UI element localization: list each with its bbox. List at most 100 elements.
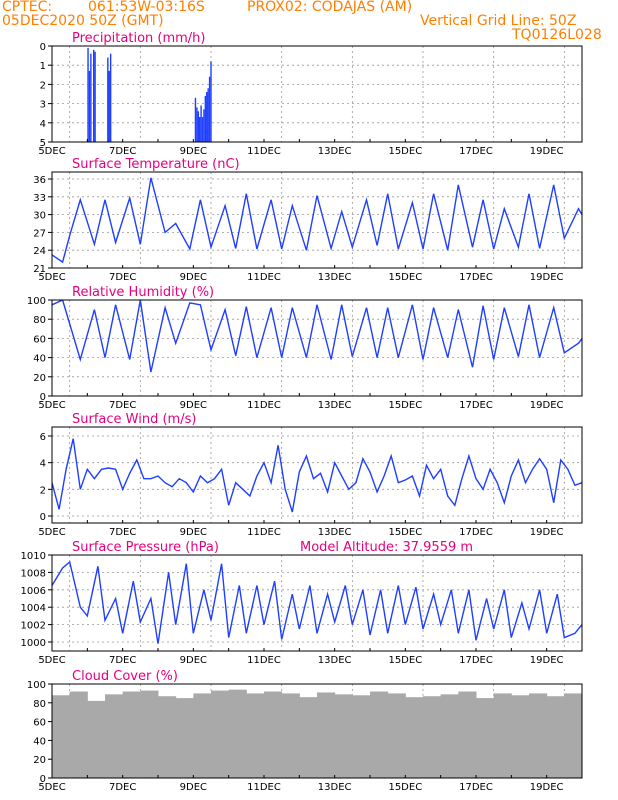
x-tick-label: 7DEC (109, 272, 136, 283)
panel-frame (51, 554, 583, 652)
y-tick-label: 36 (33, 175, 46, 186)
cloud-bar (317, 692, 336, 778)
series-line-rh (52, 300, 582, 373)
header-grid-note: Vertical Grid Line: 50Z (420, 13, 577, 29)
x-tick-label: 9DEC (180, 400, 207, 411)
y-tick-label: 20 (33, 755, 46, 766)
panel-temp: 21 24 27 30 33 36 5DEC 7DEC 9DEC 11DEC 13DEC 15DEC 1… (33, 157, 583, 283)
cloud-bar (193, 693, 212, 778)
x-tick-label: 13DEC (318, 782, 352, 793)
plot-area-cloud (52, 689, 600, 778)
x-tick-label: 9DEC (180, 655, 207, 666)
x-tick-label: 17DEC (459, 400, 493, 411)
panel-title: Precipitation (mm/h) (72, 31, 205, 46)
series-line-temp (52, 177, 582, 264)
header-run-id: TQ0126L028 (512, 27, 602, 43)
panel-title: Surface Temperature (nC) (72, 157, 240, 172)
cloud-bar (405, 697, 424, 778)
cloud-bar (387, 693, 406, 778)
header-source: CPTEC: (2, 0, 53, 15)
cloud-bar (564, 693, 582, 778)
x-tick-label: 17DEC (459, 146, 493, 157)
cloud-bar (105, 694, 124, 778)
x-tick-label: 5DEC (38, 655, 65, 666)
cloud-bar (493, 693, 512, 778)
precip-bar (88, 70, 91, 142)
precip-bar (208, 76, 211, 142)
cloud-bar (352, 695, 371, 778)
cloud-bar (87, 700, 106, 778)
panel-wind: 0 2 4 6 5DEC 7DEC 9DEC 11DEC 13DEC 15DEC 17DEC 19DE… (38, 412, 583, 538)
y-tick-label: 60 (33, 718, 46, 729)
x-tick-label: 15DEC (388, 272, 422, 283)
y-tick-label: 80 (33, 315, 46, 326)
y-tick-label: 27 (33, 228, 46, 239)
series-line-pressure (52, 560, 582, 644)
x-tick-label: 17DEC (459, 655, 493, 666)
y-tick-label: 3 (40, 100, 46, 111)
precip-bar (203, 109, 205, 142)
x-tick-label: 17DEC (459, 527, 493, 538)
y-tick-label: 0 (40, 774, 46, 785)
precip-bar (201, 117, 204, 142)
y-tick-label: 1010 (21, 551, 46, 562)
x-tick-label: 13DEC (318, 146, 352, 157)
plot-area-precip (87, 47, 212, 142)
y-tick-label: 1 (40, 61, 46, 72)
x-tick-label: 5DEC (38, 782, 65, 793)
cloud-bar (334, 694, 353, 778)
y-tick-label: 1006 (21, 586, 46, 597)
x-tick-label: 11DEC (247, 400, 281, 411)
x-tick-label: 9DEC (180, 782, 207, 793)
precip-bar (204, 95, 207, 142)
cloud-bar (511, 695, 530, 778)
x-tick-label: 15DEC (388, 527, 422, 538)
x-tick-label: 13DEC (318, 400, 352, 411)
x-tick-label: 15DEC (388, 782, 422, 793)
y-tick-label: 100 (27, 680, 46, 691)
y-tick-label: 1002 (21, 621, 46, 632)
y-tick-label: 1004 (21, 603, 46, 614)
x-tick-label: 11DEC (247, 655, 281, 666)
x-tick-label: 19DEC (530, 146, 564, 157)
panel-title: Cloud Cover (%) (72, 669, 178, 684)
panel-frame (51, 299, 583, 397)
cloud-bar (228, 689, 247, 778)
x-tick-label: 17DEC (459, 782, 493, 793)
cloud-bar (264, 691, 283, 778)
precip-bar (196, 107, 198, 142)
x-tick-label: 7DEC (109, 655, 136, 666)
precip-bar (90, 53, 92, 142)
y-tick-label: 6 (40, 432, 46, 443)
panel-title: Relative Humidity (%) (72, 285, 214, 300)
precip-bar (107, 57, 109, 142)
cloud-bar (52, 695, 71, 778)
precip-bar (109, 53, 112, 142)
panel-rh: 0 20 40 60 80 100 5DEC 7DEC 9DEC 11DEC 13DEC 15DEC 1… (27, 285, 583, 411)
y-tick-label: 1000 (21, 638, 46, 649)
x-tick-label: 11DEC (247, 272, 281, 283)
cloud-bar (582, 692, 600, 778)
precip-bar (87, 47, 89, 142)
x-tick-label: 17DEC (459, 272, 493, 283)
cloud-bar (246, 693, 265, 778)
y-tick-label: 40 (33, 354, 46, 365)
panel-title: Surface Wind (m/s) (72, 412, 196, 427)
cloud-bar (175, 698, 194, 778)
x-tick-label: 11DEC (247, 782, 281, 793)
y-tick-label: 2 (40, 485, 46, 496)
x-tick-label: 13DEC (318, 272, 352, 283)
y-tick-label: 30 (33, 211, 46, 222)
cloud-bar (69, 691, 88, 778)
x-tick-label: 13DEC (318, 655, 352, 666)
y-tick-label: 100 (27, 296, 46, 307)
header-point: PROX02: CODAJAS (AM) (247, 0, 413, 15)
cloud-bar (440, 694, 459, 778)
cloud-bar (529, 693, 548, 778)
cloud-bar (281, 693, 300, 778)
y-tick-label: 5 (40, 138, 46, 149)
x-tick-label: 7DEC (109, 527, 136, 538)
x-tick-label: 9DEC (180, 272, 207, 283)
precip-bar (200, 105, 202, 142)
